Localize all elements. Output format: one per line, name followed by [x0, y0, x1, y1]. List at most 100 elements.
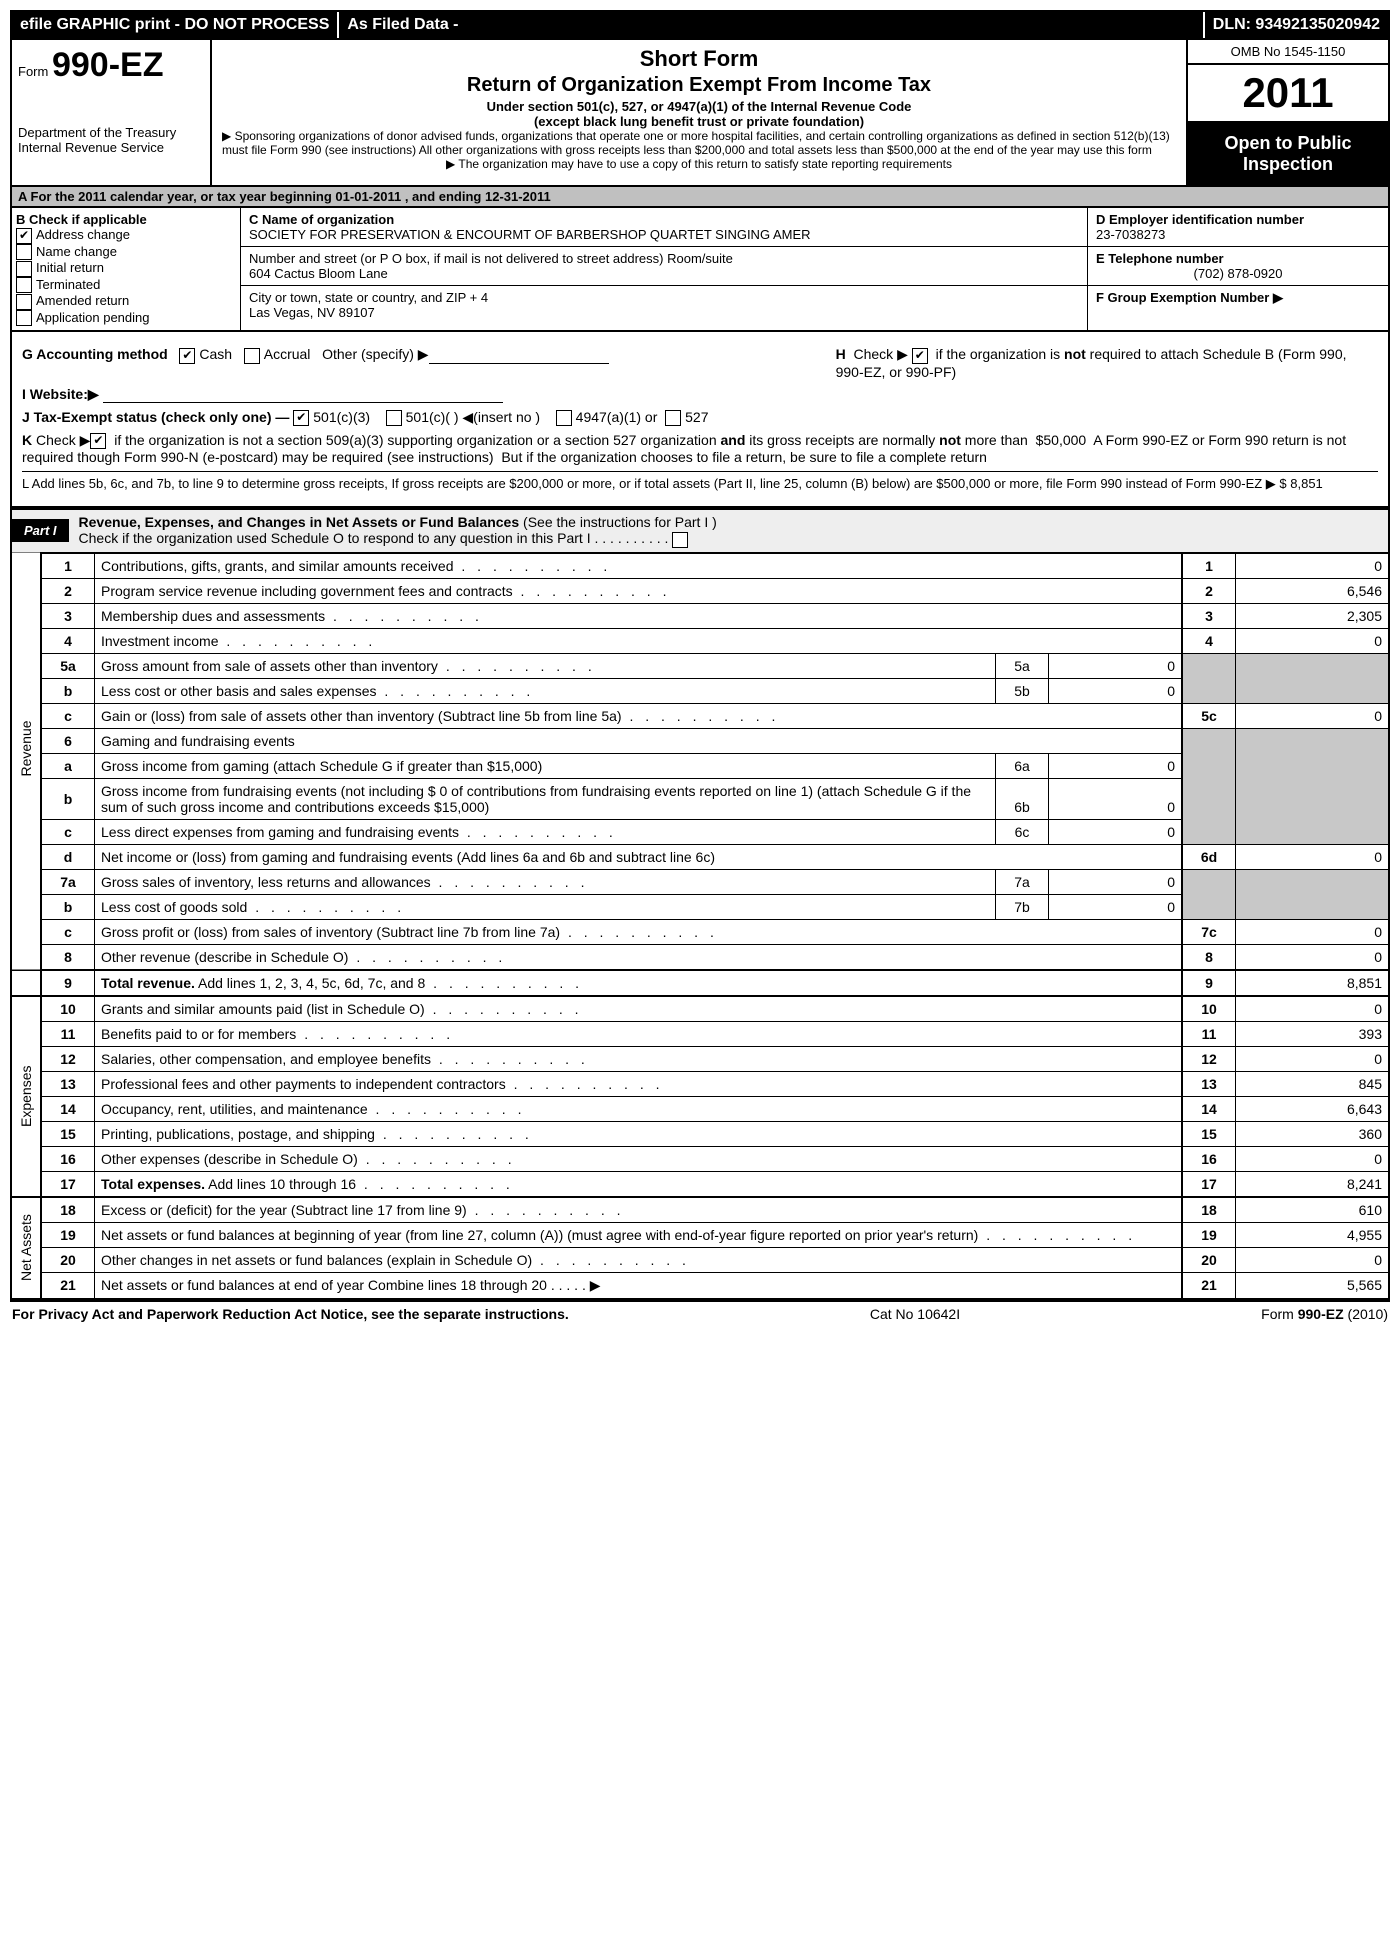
short-form-title: Short Form	[222, 46, 1176, 72]
row8-desc: Other revenue (describe in Schedule O)	[95, 944, 1183, 970]
row17-val: 8,241	[1236, 1171, 1390, 1197]
col-b: B Check if applicable Address change Nam…	[12, 208, 241, 330]
side-revenue: Revenue	[11, 553, 41, 945]
grey-6	[1182, 728, 1236, 844]
row20-val: 0	[1236, 1247, 1390, 1272]
row6-desc: Gaming and fundraising events	[95, 728, 1183, 753]
row5b-subval: 0	[1049, 678, 1183, 703]
lbl-501c: 501(c)( ) ◀(insert no )	[406, 409, 540, 425]
row16-val: 0	[1236, 1146, 1390, 1171]
row20-code: 20	[1182, 1247, 1236, 1272]
row6-num: 6	[41, 728, 95, 753]
row15-val: 360	[1236, 1121, 1390, 1146]
chk-part1-schedO[interactable]	[672, 532, 688, 548]
form-number: 990-EZ	[52, 46, 164, 84]
chk-501c[interactable]	[386, 410, 402, 426]
chk-app-pending[interactable]	[16, 310, 32, 326]
section-a-calendar-year: A For the 2011 calendar year, or tax yea…	[10, 187, 1390, 208]
dept-treasury: Department of the Treasury	[18, 125, 204, 140]
lbl-app-pending: Application pending	[36, 310, 149, 325]
side-rev-cont	[11, 944, 41, 970]
open-line2: Inspection	[1192, 154, 1384, 175]
row6a-num: a	[41, 753, 95, 778]
header-note-2: ▶ The organization may have to use a cop…	[222, 157, 1176, 171]
open-to-public: Open to Public Inspection	[1188, 123, 1388, 185]
row11-num: 11	[41, 1021, 95, 1046]
side-rev-end	[11, 970, 41, 996]
row7a-num: 7a	[41, 869, 95, 894]
lbl-cash: Cash	[199, 346, 232, 362]
row9-val: 8,851	[1236, 970, 1390, 996]
part1-table: Revenue 1 Contributions, gifts, grants, …	[10, 552, 1390, 1300]
chk-name-change[interactable]	[16, 244, 32, 260]
chk-amended[interactable]	[16, 294, 32, 310]
chk-accrual[interactable]	[244, 348, 260, 364]
j-label: J Tax-Exempt status (check only one) —	[22, 409, 289, 425]
chk-initial-return[interactable]	[16, 261, 32, 277]
col-c: C Name of organization SOCIETY FOR PRESE…	[241, 208, 1088, 330]
row8-val: 0	[1236, 944, 1390, 970]
chk-cash[interactable]	[179, 348, 195, 364]
chk-terminated[interactable]	[16, 277, 32, 293]
tax-year: 2011	[1188, 65, 1388, 123]
subtitle-2: (except black lung benefit trust or priv…	[222, 114, 1176, 129]
chk-527[interactable]	[665, 410, 681, 426]
footer-left: For Privacy Act and Paperwork Reduction …	[12, 1306, 569, 1322]
row14-val: 6,643	[1236, 1096, 1390, 1121]
dln-label: DLN: 93492135020942	[1205, 12, 1388, 38]
row2-num: 2	[41, 578, 95, 603]
row12-code: 12	[1182, 1046, 1236, 1071]
row16-code: 16	[1182, 1146, 1236, 1171]
row9-desc: Total revenue. Add lines 1, 2, 3, 4, 5c,…	[95, 970, 1183, 996]
row5c-desc: Gain or (loss) from sale of assets other…	[95, 703, 1183, 728]
website-line	[103, 388, 503, 403]
chk-501c3[interactable]	[293, 410, 309, 426]
row14-num: 14	[41, 1096, 95, 1121]
ein-label: D Employer identification number	[1096, 212, 1380, 227]
row7b-desc: Less cost of goods sold	[95, 894, 996, 919]
header-mid: Short Form Return of Organization Exempt…	[212, 40, 1186, 185]
tel-label: E Telephone number	[1096, 251, 1380, 266]
row4-code: 4	[1182, 628, 1236, 653]
row3-val: 2,305	[1236, 603, 1390, 628]
subtitle-1: Under section 501(c), 527, or 4947(a)(1)…	[222, 99, 1176, 114]
main-title: Return of Organization Exempt From Incom…	[222, 74, 1176, 97]
row18-num: 18	[41, 1197, 95, 1223]
row17-desc: Total expenses. Add lines 10 through 16	[95, 1171, 1183, 1197]
chk-address-change[interactable]	[16, 228, 32, 244]
street-value: 604 Cactus Bloom Lane	[249, 266, 1079, 281]
row7b-subcode: 7b	[996, 894, 1049, 919]
row13-desc: Professional fees and other payments to …	[95, 1071, 1183, 1096]
row7b-num: b	[41, 894, 95, 919]
grey-7	[1182, 869, 1236, 919]
row3-code: 3	[1182, 603, 1236, 628]
row5b-desc: Less cost or other basis and sales expen…	[95, 678, 996, 703]
top-bar: efile GRAPHIC print - DO NOT PROCESS As …	[10, 10, 1390, 40]
row14-code: 14	[1182, 1096, 1236, 1121]
header-right: OMB No 1545-1150 2011 Open to Public Ins…	[1186, 40, 1388, 185]
row1-desc: Contributions, gifts, grants, and simila…	[95, 553, 1183, 579]
row15-num: 15	[41, 1121, 95, 1146]
header-left: Form 990-EZ Department of the Treasury I…	[12, 40, 212, 185]
chk-4947[interactable]	[556, 410, 572, 426]
row7c-code: 7c	[1182, 919, 1236, 944]
row6d-num: d	[41, 844, 95, 869]
row10-code: 10	[1182, 996, 1236, 1022]
lbl-address-change: Address change	[36, 227, 130, 242]
line-l: L Add lines 5b, 6c, and 7b, to line 9 to…	[22, 471, 1378, 492]
row3-num: 3	[41, 603, 95, 628]
city-label: City or town, state or country, and ZIP …	[249, 290, 1079, 305]
line-i: I Website:▶	[22, 386, 1378, 403]
row10-val: 0	[1236, 996, 1390, 1022]
chk-h[interactable]	[912, 348, 928, 364]
i-label: I Website:▶	[22, 386, 99, 402]
lbl-amended: Amended return	[36, 293, 129, 308]
open-line1: Open to Public	[1192, 133, 1384, 154]
omb-number: OMB No 1545-1150	[1188, 40, 1388, 65]
row16-num: 16	[41, 1146, 95, 1171]
row1-num: 1	[41, 553, 95, 579]
row10-num: 10	[41, 996, 95, 1022]
row6a-subcode: 6a	[996, 753, 1049, 778]
chk-k[interactable]	[90, 433, 106, 449]
row10-desc: Grants and similar amounts paid (list in…	[95, 996, 1183, 1022]
